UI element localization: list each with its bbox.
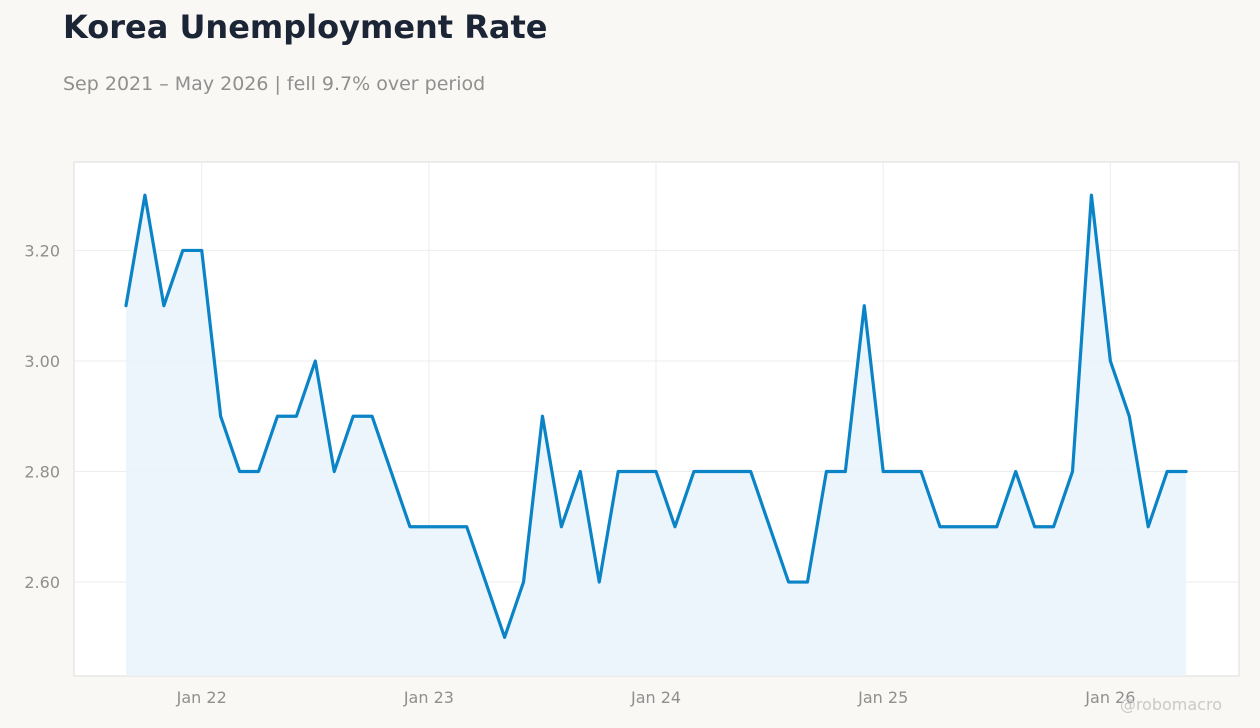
page-title: Korea Unemployment Rate: [63, 8, 548, 46]
page-subtitle: Sep 2021 – May 2026 | fell 9.7% over per…: [63, 73, 486, 95]
y-tick-label: 3.00: [24, 352, 60, 371]
y-tick-label: 2.80: [24, 463, 60, 482]
area-fill: [126, 195, 1187, 676]
x-tick-label: Jan 22: [176, 688, 227, 707]
x-tick-label: Jan 24: [630, 688, 681, 707]
watermark: @robomacro: [1119, 695, 1222, 714]
x-tick-label: Jan 26: [1084, 688, 1135, 707]
x-tick-label: Jan 23: [403, 688, 454, 707]
y-tick-label: 3.20: [24, 241, 60, 260]
series-line: [124, 193, 1188, 639]
x-tick-label: Jan 25: [857, 688, 908, 707]
y-tick-label: 2.60: [24, 573, 60, 592]
